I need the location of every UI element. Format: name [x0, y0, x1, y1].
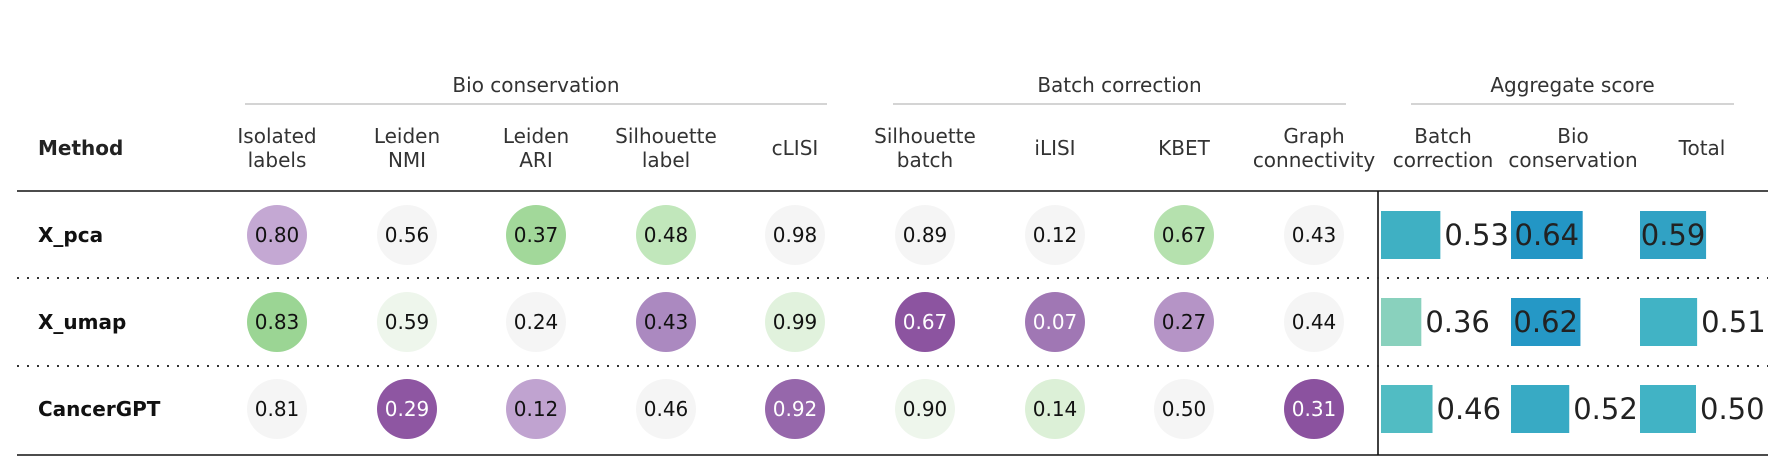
metric-value: 0.12	[514, 397, 559, 421]
metric-circle	[1154, 205, 1214, 265]
column-header-9: Batch correction	[1393, 124, 1494, 172]
metric-value: 0.98	[773, 223, 818, 247]
metric-circle	[765, 292, 825, 352]
metric-circle	[1284, 292, 1344, 352]
metric-circle	[506, 379, 566, 439]
column-header-4: cLISI	[772, 136, 819, 160]
metric-circle	[895, 205, 955, 265]
aggregate-value: 0.62	[1513, 305, 1578, 339]
metric-value: 0.89	[903, 223, 948, 247]
aggregate-bar	[1381, 385, 1433, 433]
aggregate-value: 0.51	[1701, 305, 1766, 339]
aggregate-bar	[1381, 298, 1422, 346]
aggregate-value: 0.53	[1444, 218, 1509, 252]
metric-value: 0.46	[644, 397, 689, 421]
metric-value: 0.90	[903, 397, 948, 421]
aggregate-value: 0.52	[1573, 392, 1638, 426]
column-header-6: iLISI	[1034, 136, 1075, 160]
aggregate-bar	[1640, 211, 1707, 259]
group-header-0: Bio conservation	[452, 73, 619, 97]
column-header-5: Silhouette batch	[874, 124, 976, 172]
aggregate-value: 0.59	[1641, 218, 1706, 252]
column-header-1: Leiden NMI	[374, 124, 440, 172]
column-header-11: Total	[1678, 136, 1726, 160]
aggregate-bar	[1640, 298, 1698, 346]
metric-circle	[247, 292, 307, 352]
group-headers: Bio conservation Batch correction Aggregat…	[245, 73, 1734, 105]
metric-circle	[1025, 379, 1085, 439]
metric-circle	[377, 205, 437, 265]
metric-circle	[506, 205, 566, 265]
aggregate-bar	[1511, 298, 1581, 346]
aggregate-value: 0.50	[1700, 392, 1765, 426]
metric-circle	[636, 292, 696, 352]
aggregate-bar	[1511, 211, 1583, 259]
table-row: X_pca 0.80 0.56 0.37 0.48 0.98 0.89 0.12 0.67 0.4…	[38, 205, 1707, 265]
metric-value: 0.67	[1162, 223, 1207, 247]
column-header-0: Isolated labels	[237, 124, 316, 172]
metric-circle	[247, 379, 307, 439]
metric-value: 0.37	[514, 223, 559, 247]
column-header-8: Graph connectivity	[1253, 124, 1376, 172]
metric-value: 0.44	[1292, 310, 1337, 334]
table-row: CancerGPT 0.81 0.29 0.12 0.46 0.92 0.90 0.14 0.5…	[38, 379, 1765, 439]
aggregate-value: 0.64	[1515, 218, 1580, 252]
metric-circle	[636, 379, 696, 439]
aggregate-bar	[1640, 385, 1696, 433]
metric-value: 0.31	[1292, 397, 1337, 421]
metric-value: 0.92	[773, 397, 818, 421]
group-header-1: Batch correction	[1037, 73, 1201, 97]
table-rules	[17, 190, 1768, 456]
metric-circle	[895, 292, 955, 352]
metric-value: 0.83	[255, 310, 300, 334]
metric-circle	[765, 379, 825, 439]
column-headers: Method Isolated labels Leiden NMI Leiden ARI Si…	[38, 124, 1725, 172]
metric-value: 0.99	[773, 310, 818, 334]
metric-value: 0.07	[1033, 310, 1078, 334]
metric-circle	[1284, 379, 1344, 439]
metric-circle	[765, 205, 825, 265]
metric-circle	[1284, 205, 1344, 265]
metric-circle	[377, 292, 437, 352]
metric-value: 0.27	[1162, 310, 1207, 334]
metric-value: 0.80	[255, 223, 300, 247]
metric-value: 0.67	[903, 310, 948, 334]
metric-circle	[1154, 292, 1214, 352]
metric-value: 0.29	[385, 397, 430, 421]
aggregate-bar	[1381, 211, 1441, 259]
metric-circle	[1025, 292, 1085, 352]
metric-value: 0.12	[1033, 223, 1078, 247]
metric-value: 0.24	[514, 310, 559, 334]
metric-value: 0.56	[385, 223, 430, 247]
method-label: X_umap	[38, 310, 126, 334]
table-row: X_umap 0.83 0.59 0.24 0.43 0.99 0.67 0.07 0.27 0.…	[38, 292, 1766, 352]
method-label: X_pca	[38, 223, 103, 247]
metric-circle	[636, 205, 696, 265]
metric-value: 0.43	[1292, 223, 1337, 247]
method-header: Method	[38, 136, 123, 160]
table-body: X_pca 0.80 0.56 0.37 0.48 0.98 0.89 0.12 0.67 0.4…	[38, 205, 1766, 439]
metric-value: 0.48	[644, 223, 689, 247]
metric-circle	[895, 379, 955, 439]
metric-circle	[247, 205, 307, 265]
column-header-3: Silhouette label	[615, 124, 717, 172]
aggregate-value: 0.46	[1437, 392, 1502, 426]
metric-circle	[1025, 205, 1085, 265]
metric-value: 0.50	[1162, 397, 1207, 421]
method-label: CancerGPT	[38, 397, 161, 421]
group-header-2: Aggregate score	[1490, 73, 1654, 97]
column-header-2: Leiden ARI	[503, 124, 569, 172]
aggregate-bar	[1511, 385, 1570, 433]
metric-value: 0.14	[1033, 397, 1078, 421]
metric-circle	[1154, 379, 1214, 439]
metric-value: 0.59	[385, 310, 430, 334]
metric-circle	[506, 292, 566, 352]
column-header-7: KBET	[1158, 136, 1210, 160]
metric-circle	[377, 379, 437, 439]
metric-value: 0.43	[644, 310, 689, 334]
column-header-10: Bio conservation	[1508, 124, 1637, 172]
aggregate-value: 0.36	[1425, 305, 1490, 339]
metric-value: 0.81	[255, 397, 300, 421]
